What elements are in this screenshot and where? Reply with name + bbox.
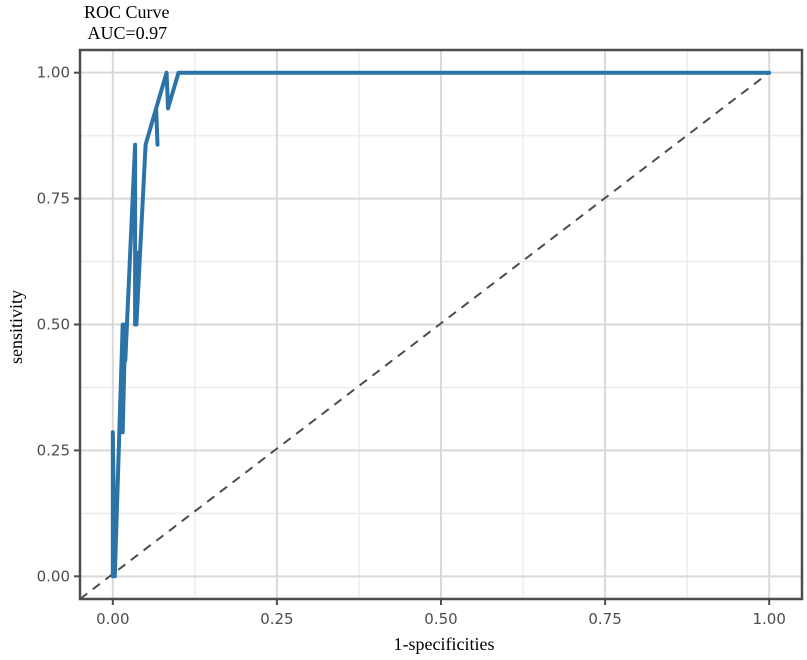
series-group: [110, 70, 772, 579]
x-axis-ticks: 0.00 0.25 0.50 0.75 1.00: [96, 599, 786, 628]
y-tick-label: 0.00: [37, 567, 70, 585]
x-tick-label: 0.50: [424, 610, 457, 628]
reference-diagonal: [79, 71, 770, 600]
x-tick-label: 0.25: [260, 610, 293, 628]
x-axis-label: 1-specificities: [394, 634, 495, 654]
y-tick-label: 1.00: [37, 64, 70, 82]
reference-diagonal-line: [79, 71, 770, 600]
y-tick-label: 0.50: [37, 316, 70, 334]
x-tick-label: 1.00: [752, 610, 785, 628]
y-axis-label: sensitivity: [6, 290, 26, 364]
x-tick-label: 0.75: [588, 610, 621, 628]
roc-curve-line: [110, 70, 772, 579]
y-tick-label: 0.75: [37, 190, 70, 208]
x-tick-label: 0.00: [96, 610, 129, 628]
chart-title: ROC Curve: [84, 2, 170, 22]
chart-subtitle: AUC=0.97: [84, 23, 168, 43]
y-axis-ticks: 0.00 0.25 0.50 0.75 1.00: [37, 64, 80, 585]
y-tick-label: 0.25: [37, 441, 70, 459]
